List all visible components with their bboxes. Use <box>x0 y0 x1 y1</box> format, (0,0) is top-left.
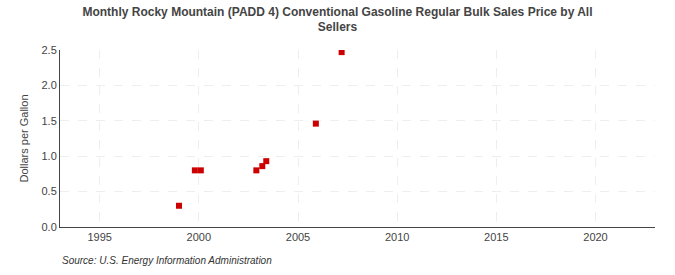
svg-text:Monthly Rocky Mountain (PADD 4: Monthly Rocky Mountain (PADD 4) Conventi… <box>82 5 592 35</box>
svg-text:1.0: 1.0 <box>42 150 57 162</box>
svg-text:2015: 2015 <box>484 231 508 243</box>
svg-text:1995: 1995 <box>87 231 111 243</box>
svg-text:2.0: 2.0 <box>42 79 57 91</box>
svg-text:2020: 2020 <box>583 231 607 243</box>
svg-text:0.0: 0.0 <box>42 221 57 233</box>
svg-text:2010: 2010 <box>385 231 409 243</box>
svg-text:2000: 2000 <box>187 231 211 243</box>
svg-text:2005: 2005 <box>286 231 310 243</box>
svg-text:Dollars per Gallon: Dollars per Gallon <box>18 94 30 182</box>
svg-text:0.5: 0.5 <box>42 185 57 197</box>
svg-text:Source: U.S. Energy Informatio: Source: U.S. Energy Information Administ… <box>62 255 272 266</box>
svg-text:1.5: 1.5 <box>42 115 57 127</box>
svg-text:2.5: 2.5 <box>42 44 57 56</box>
